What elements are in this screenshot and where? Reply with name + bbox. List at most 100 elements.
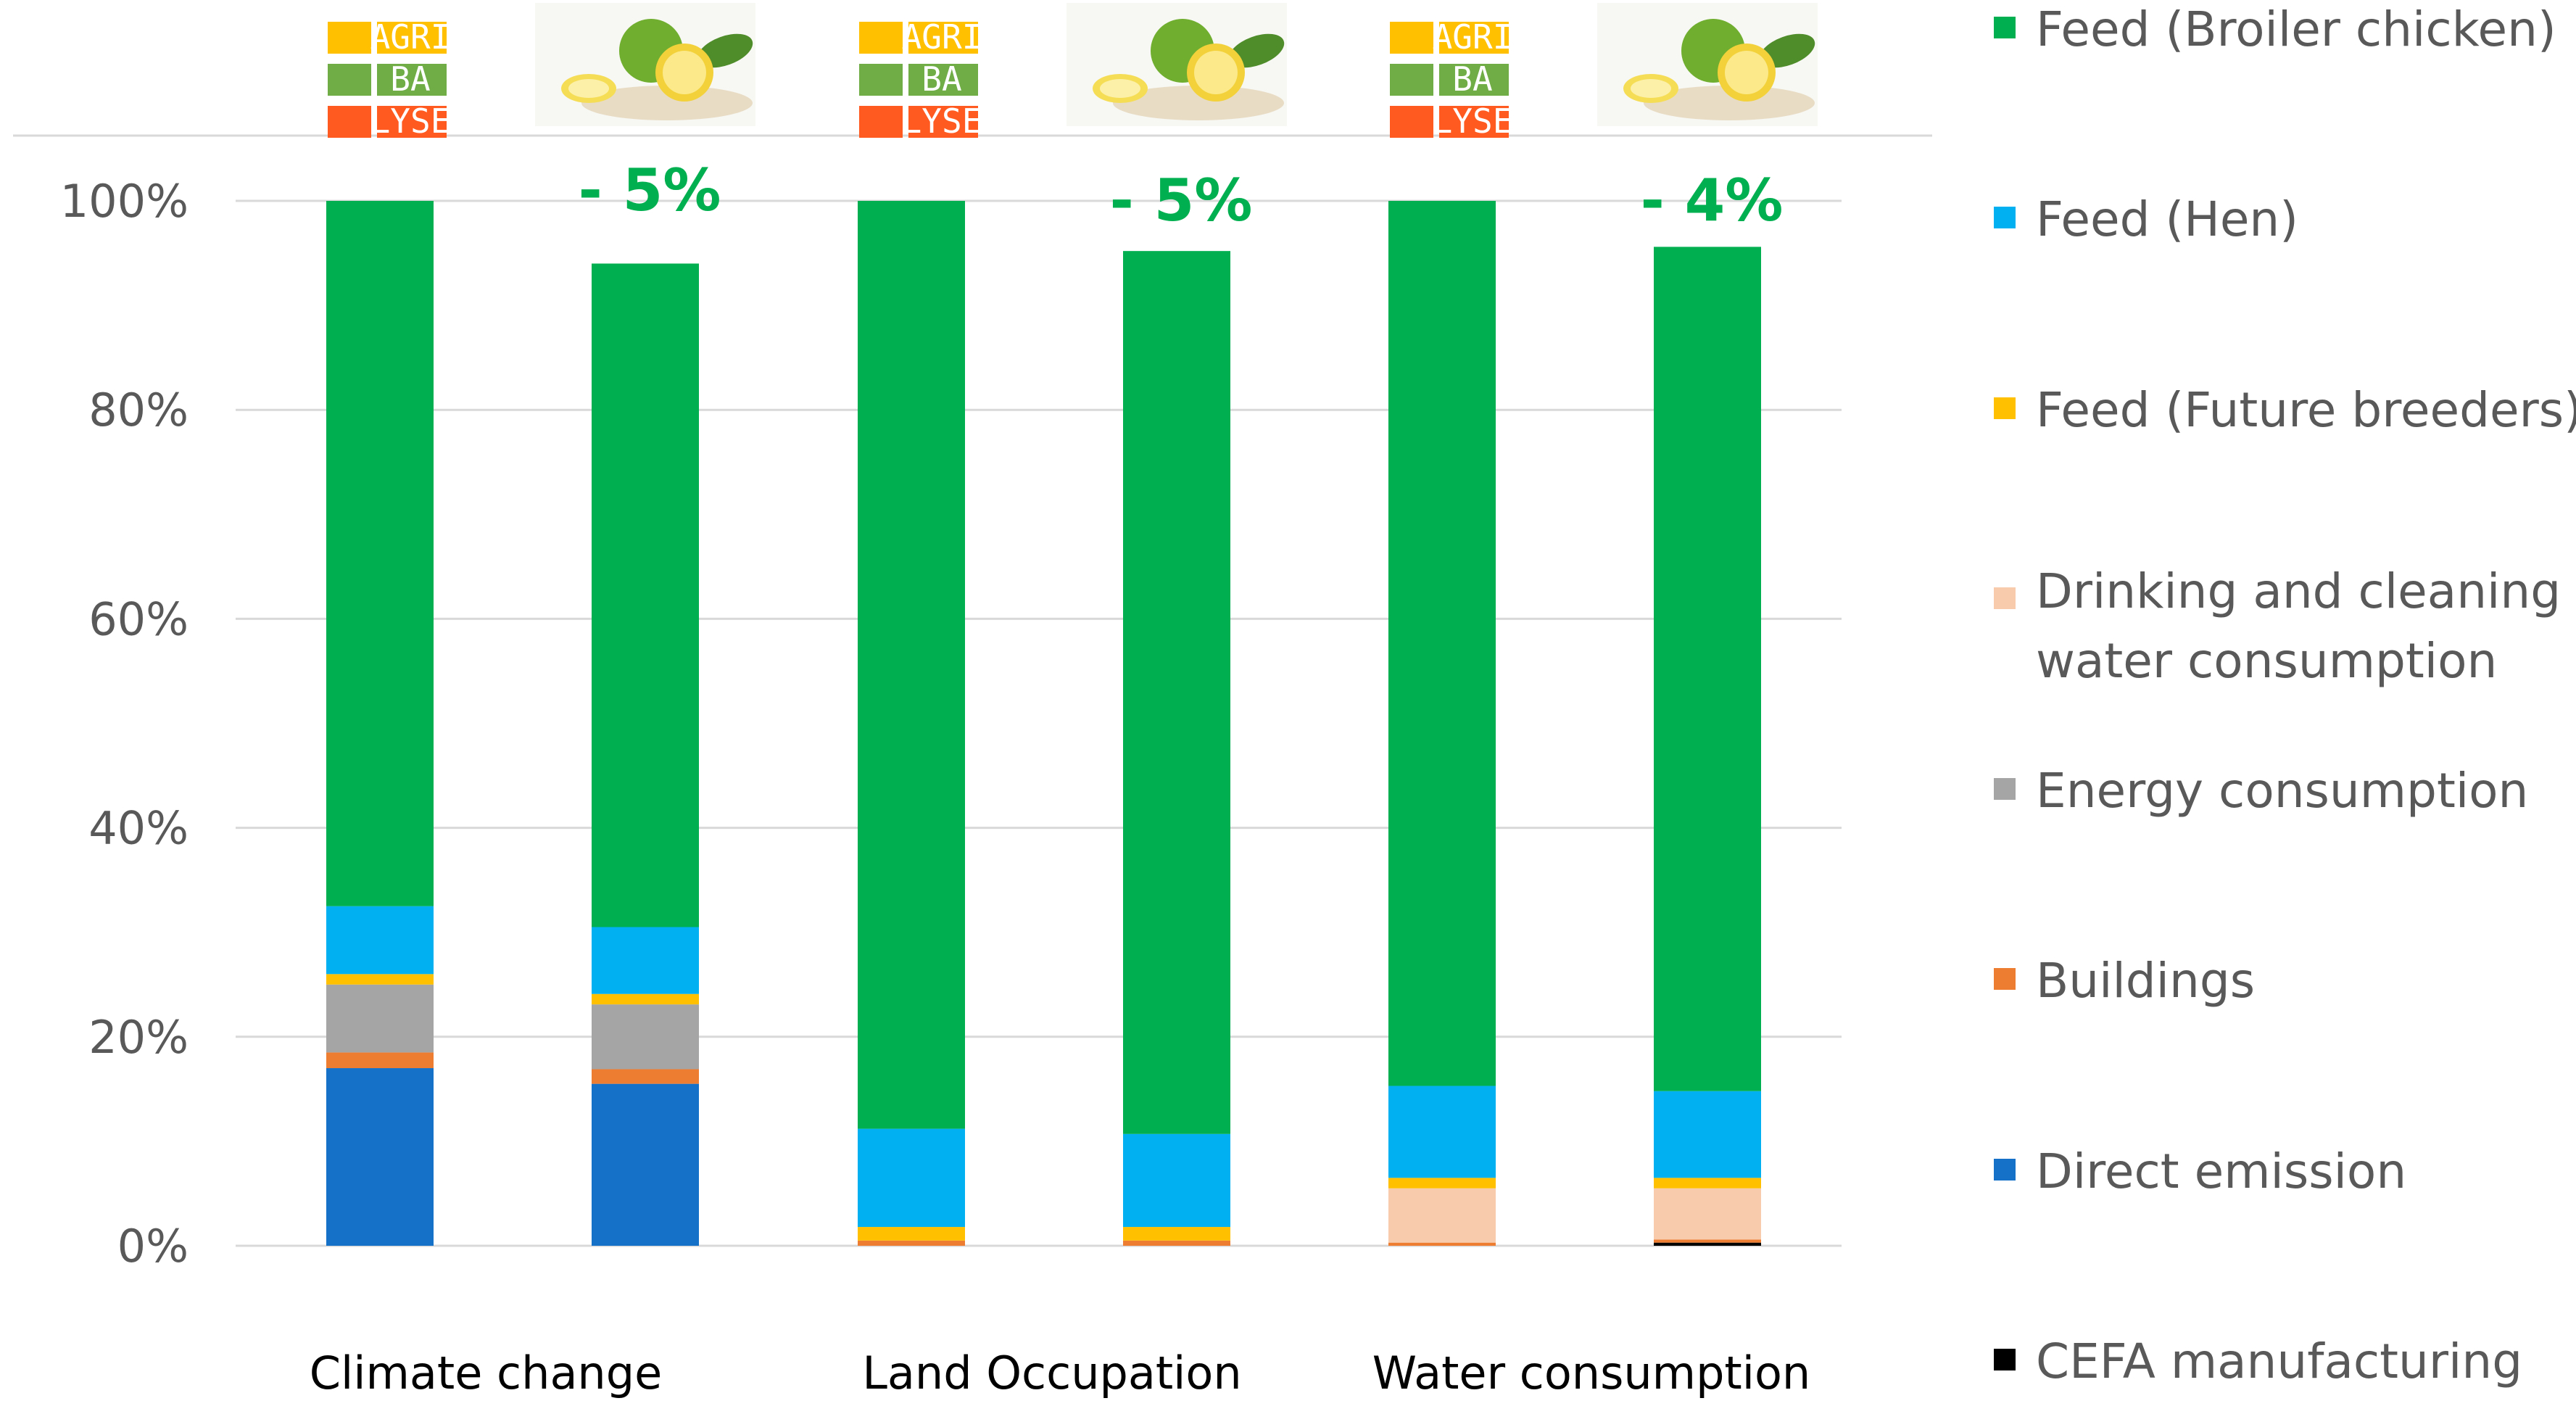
- feed-powder: [1113, 86, 1284, 120]
- bar-segment-buildings: [1654, 1239, 1761, 1243]
- bar-segment-feed-hen-: [1388, 1086, 1496, 1178]
- logo-band: [908, 22, 978, 54]
- bar-segment-feed-broiler-chicken-: [326, 201, 434, 906]
- legend-label: CEFA manufacturing: [2036, 1334, 2522, 1389]
- bar-segment-feed-hen-: [1123, 1133, 1230, 1228]
- legend-swatch: [1994, 587, 2016, 609]
- logo-block: [859, 64, 903, 96]
- bar-segment-feed-future-breeders-: [858, 1227, 965, 1241]
- logo-block: [1390, 106, 1433, 138]
- logo-text: LYSE: [1433, 102, 1513, 141]
- y-tick-label: 0%: [117, 1220, 189, 1273]
- lemon-feed-icon: [535, 3, 755, 126]
- bar-segment-feed-hen-: [858, 1128, 965, 1228]
- legend-label-line: Drinking and cleaning: [2036, 563, 2561, 619]
- logo-text: AGRI: [1433, 17, 1513, 57]
- legend-label: Drinking and cleaning water consumption: [2036, 563, 2561, 689]
- bars: [326, 201, 1761, 1246]
- logo-block: [328, 64, 371, 96]
- legend-swatch: [1994, 968, 2016, 990]
- logo-text: BA: [1452, 59, 1492, 99]
- feed-powder: [1644, 86, 1815, 120]
- legend-label: Feed (Broiler chicken): [2036, 1, 2556, 57]
- bar-segment-buildings: [592, 1069, 699, 1084]
- bar-segment-feed-broiler-chicken-: [1123, 251, 1230, 1134]
- y-tick-label: 20%: [88, 1011, 189, 1064]
- legend-label-line: water consumption: [2036, 633, 2497, 689]
- legend-label: Direct emission: [2036, 1144, 2406, 1199]
- lemon-slice-flesh: [1100, 79, 1140, 98]
- lemon-slice-flesh: [1631, 79, 1671, 98]
- bar-segment-direct-emission: [592, 1083, 699, 1246]
- bar-segment-feed-future-breeders-: [1123, 1227, 1230, 1241]
- bar-segment-feed-future-breeders-: [592, 993, 699, 1005]
- logo-block: [328, 106, 371, 138]
- logo-text: LYSE: [370, 102, 451, 141]
- bar-segment-feed-broiler-chicken-: [858, 201, 965, 1129]
- bar-segment-direct-emission: [326, 1068, 434, 1246]
- feed-powder: [581, 86, 753, 120]
- logo-band: [1439, 106, 1509, 138]
- leaf: [697, 33, 753, 68]
- category-labels: Climate change Land Occupation Water consu…: [310, 1347, 1810, 1399]
- category-label: Land Occupation: [862, 1347, 1241, 1399]
- logo-text: AGRI: [902, 17, 982, 57]
- bar-segment-feed-future-breeders-: [326, 974, 434, 985]
- logo-text: BA: [390, 59, 430, 99]
- y-tick-label: 40%: [88, 802, 189, 855]
- bar-segment-buildings: [1388, 1242, 1496, 1246]
- logo-block: [859, 106, 903, 138]
- bar-segment-cefa-manufacturing: [1654, 1242, 1761, 1246]
- leaf: [1759, 33, 1815, 68]
- bar-segment-feed-future-breeders-: [1388, 1178, 1496, 1188]
- bar-segment-feed-hen-: [1654, 1091, 1761, 1178]
- logo-band: [377, 106, 447, 138]
- logo-block: [859, 22, 903, 54]
- leaf: [1228, 33, 1285, 68]
- delta-annotation: - 5%: [579, 157, 721, 224]
- delta-annotation: - 4%: [1641, 167, 1784, 234]
- logo-text: AGRI: [370, 17, 451, 57]
- logo-band: [377, 22, 447, 54]
- logo-block: [1390, 64, 1433, 96]
- bar-segment-buildings: [326, 1052, 434, 1069]
- y-tick-label: 80%: [88, 384, 189, 437]
- bar-segment-feed-hen-: [592, 927, 699, 994]
- bar-segment-feed-broiler-chicken-: [1654, 247, 1761, 1091]
- bar-segment-feed-broiler-chicken-: [592, 263, 699, 927]
- lemon-slice-flesh: [568, 79, 609, 98]
- lemon-feed-icon: [1597, 3, 1818, 126]
- y-tick-label: 60%: [88, 592, 189, 645]
- bar-segment-feed-broiler-chicken-: [1388, 201, 1496, 1086]
- delta-annotation: - 5%: [1110, 167, 1253, 234]
- y-tick-label: 100%: [60, 175, 189, 228]
- logo-block: [328, 22, 371, 54]
- legend-swatch: [1994, 17, 2016, 38]
- legend-swatch: [1994, 397, 2016, 419]
- bar-segment-buildings: [1123, 1240, 1230, 1246]
- bar-segment-drinking-and-cleaning-water-consumption: [1388, 1188, 1496, 1243]
- legend: Feed (Broiler chicken) Feed (Hen) Feed (Fu…: [1994, 1, 2576, 1389]
- y-axis: 0% 20% 40% 60% 80% 100%: [60, 175, 189, 1273]
- logo-band: [1439, 22, 1509, 54]
- bar-segment-feed-hen-: [326, 906, 434, 975]
- legend-swatch: [1994, 778, 2016, 800]
- logo-block: [1390, 22, 1433, 54]
- legend-label: Feed (Hen): [2036, 191, 2298, 247]
- gridlines: [236, 199, 1842, 1247]
- category-label: Water consumption: [1372, 1347, 1810, 1399]
- annotations: - 5% - 5% - 4%: [579, 157, 1784, 234]
- lemon-slice-flesh: [1725, 51, 1768, 94]
- bar-segment-energy-consumption: [592, 1004, 699, 1070]
- bar-segment-buildings: [858, 1240, 965, 1246]
- category-label: Climate change: [310, 1347, 662, 1399]
- bar-segment-energy-consumption: [326, 984, 434, 1053]
- lemon-slice-flesh: [1194, 51, 1238, 94]
- logo-band: [908, 64, 978, 96]
- logo-band: [908, 106, 978, 138]
